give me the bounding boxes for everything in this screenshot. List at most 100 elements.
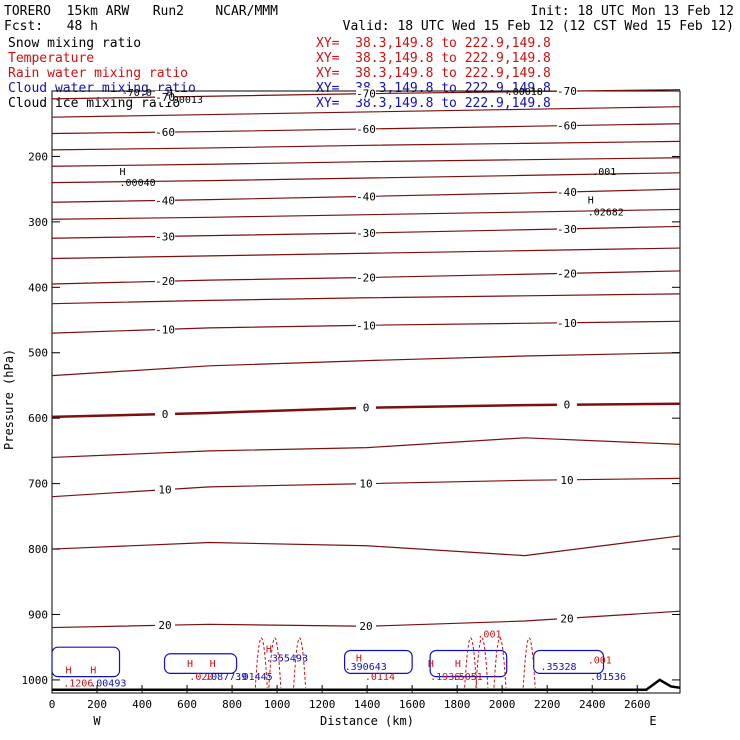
annotation: -70.0 [122, 88, 152, 99]
isotherm-label--70-0: -70 [155, 91, 175, 104]
annotation: H [120, 167, 126, 178]
annotation: .390643 [345, 662, 387, 673]
annotation: .1206 [63, 678, 93, 689]
isotherm-label-bg [356, 87, 376, 99]
annotation: .00493 [90, 678, 126, 689]
isotherm-label-0-0: 0 [162, 408, 169, 421]
y-tick-label: 900 [28, 608, 48, 621]
isotherm-label-20-0: 20 [158, 619, 171, 632]
rain-contour [293, 637, 307, 688]
annotation: .5051 [453, 672, 483, 683]
isotherm-label-20-1: 20 [359, 620, 372, 633]
isotherm-label--30-2: -30 [557, 223, 577, 236]
isotherm-label-bg [356, 190, 376, 202]
isotherm-label-10-2: 10 [560, 474, 573, 487]
isotherm-label--10-1: -10 [356, 319, 376, 332]
isotherm-label-bg [556, 222, 577, 234]
isotherm-5 [51, 437, 681, 459]
y-tick-label: 400 [28, 281, 48, 294]
isotherm-label-bg [155, 408, 176, 420]
isotherm-label-bg [356, 271, 376, 283]
annotation: H [356, 654, 362, 665]
rain-contour [268, 637, 282, 688]
isotherm-label--10-0: -10 [155, 323, 175, 336]
field-name-temperature: Temperature [8, 51, 95, 66]
annotation: .355493 [266, 654, 308, 665]
isotherm-label-bg [556, 186, 577, 198]
isotherm-label-bg [155, 483, 176, 495]
y-tick-label: 200 [28, 150, 48, 163]
annotation: .087739 [205, 672, 247, 683]
annotation: .00040 [120, 178, 156, 189]
field-xy-cloud-ice: XY= 38.3,149.8 to 222.9,149.8 [316, 96, 551, 111]
x-tick-label: 400 [132, 698, 152, 711]
annotation: .02682 [588, 207, 624, 218]
x-tick-label: 1400 [354, 698, 381, 711]
isotherm-label-bg [556, 473, 577, 485]
annotation: .001 [588, 656, 612, 667]
y-tick-label: 600 [28, 412, 48, 425]
isotherm-label-bg [556, 85, 577, 97]
x-tick-label: 1000 [264, 698, 291, 711]
cloud-water-contour [51, 646, 121, 678]
west-label: W [93, 714, 101, 728]
annotation: .1936 [430, 672, 460, 683]
isotherm-label--70-2: -70 [557, 85, 577, 98]
cloud-water-contour [344, 649, 413, 674]
annotation: H [588, 196, 594, 207]
isotherm-label-bg [356, 477, 376, 489]
annotation: .020 [189, 672, 213, 683]
x-tick-label: 800 [222, 698, 242, 711]
y-tick-label: 800 [28, 543, 48, 556]
isotherm--25 [51, 247, 681, 260]
isotherm-label-10-0: 10 [158, 484, 171, 497]
isotherm--50 [51, 157, 681, 167]
annotation: .01445 [237, 672, 273, 683]
rain-contour [522, 637, 536, 688]
isotherm-label--60-0: -60 [155, 126, 175, 139]
isotherm--5 [51, 352, 681, 377]
field-name-snow: Snow mixing ratio [8, 36, 142, 51]
annotation: .00013 [167, 95, 203, 106]
isotherm-label--70-1: -70 [356, 88, 376, 101]
isotherm-label--20-2: -20 [557, 267, 577, 280]
x-tick-label: 1600 [399, 698, 426, 711]
isotherm--65 [51, 106, 681, 118]
x-tick-label: 2000 [489, 698, 516, 711]
terrain-line [52, 678, 681, 691]
annotation: H [266, 644, 272, 655]
isotherm--55 [51, 140, 681, 151]
init-time: Init: 18 UTC Mon 13 Feb 12 [530, 4, 735, 19]
isotherm-label-bg [356, 319, 376, 331]
x-tick-label: 2200 [534, 698, 561, 711]
cloud-water-contour [429, 649, 508, 678]
y-tick-label: 300 [28, 216, 48, 229]
high-marker: H [187, 659, 193, 670]
isotherm-label--60-2: -60 [557, 120, 577, 133]
isotherm--15 [51, 293, 681, 305]
annotation: .001 [592, 167, 616, 178]
field-xy-snow: XY= 38.3,149.8 to 222.9,149.8 [316, 36, 551, 51]
isotherm-label-10-1: 10 [359, 478, 372, 491]
x-axis-title: Distance (km) [320, 714, 414, 728]
rain-contour [493, 637, 507, 688]
isotherm--35 [51, 208, 681, 220]
y-tick-label: 700 [28, 478, 48, 491]
rain-contour [475, 637, 489, 688]
annotation: .0114 [365, 672, 395, 683]
isotherm-label--20-0: -20 [155, 275, 175, 288]
field-name-cloud-water: Cloud water mixing ratio [8, 81, 196, 96]
isotherm-label-bg [356, 620, 376, 632]
field-xy-temperature: XY= 38.3,149.8 to 222.9,149.8 [316, 51, 551, 66]
isotherm-label--40-0: -40 [155, 194, 175, 207]
isotherm-label--20-1: -20 [356, 272, 376, 285]
annotation: .01536 [590, 672, 626, 683]
annotation: H [167, 88, 173, 99]
isotherm-label-bg [155, 230, 176, 242]
x-tick-label: 2400 [579, 698, 606, 711]
isotherm-label--40-1: -40 [356, 190, 376, 203]
isotherm-label-bg [556, 316, 577, 328]
high-marker: H [455, 659, 461, 670]
isotherm-label-bg [155, 275, 176, 287]
